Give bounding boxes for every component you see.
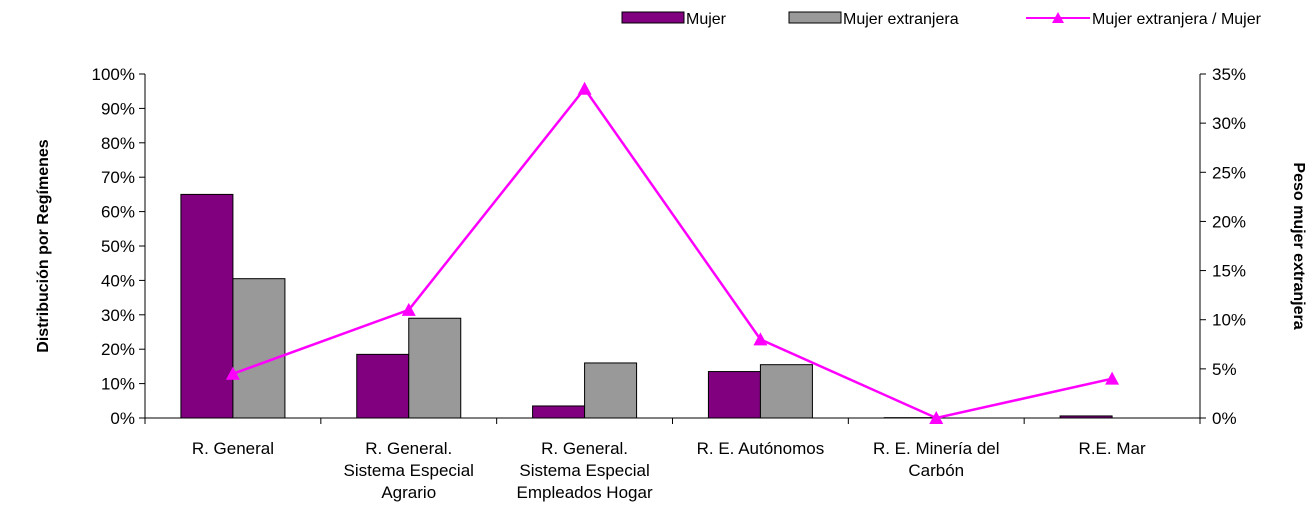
- line-point-triangle-1: [401, 302, 416, 316]
- x-category-label: R. E. Minería del Carbón: [873, 439, 1000, 480]
- x-category-label: R. E. Autónomos: [697, 439, 825, 458]
- y-tick-label-left: 70%: [101, 168, 135, 187]
- line-point-triangle-3: [753, 332, 768, 346]
- x-category-label: R. General. Sistema Especial Empleados Hog…: [517, 439, 653, 502]
- bar-mujer-3: [707, 371, 761, 419]
- y-tick-label-left: 100%: [92, 65, 135, 84]
- y-tick-label-left: 80%: [101, 134, 135, 153]
- x-category-label-line: Carbón: [908, 461, 964, 480]
- y-tick-label-left: 50%: [101, 237, 135, 256]
- axes: [139, 73, 1206, 424]
- y-tick-label-right: 35%: [1212, 65, 1246, 84]
- x-category-label-line: Sistema Especial: [344, 461, 474, 480]
- bar-mujer-1: [356, 353, 410, 419]
- x-category-label-line: R. General: [192, 439, 274, 458]
- x-category-label-line: R. General.: [541, 439, 628, 458]
- legend-label-ratio: Mujer extranjera / Mujer: [1092, 11, 1262, 28]
- legend-label-mujer: Mujer: [686, 11, 727, 28]
- line-point-triangle-2: [577, 81, 592, 95]
- bar-mujer-extranjera-0: [232, 278, 286, 419]
- y-tick-label-right: 25%: [1212, 163, 1246, 182]
- y-tick-label-left: 60%: [101, 203, 135, 222]
- x-category-label-line: Sistema Especial: [519, 461, 649, 480]
- x-category-label-line: Empleados Hogar: [517, 483, 653, 502]
- line-mujer-extranjera-ratio: [232, 86, 1113, 420]
- x-category-label-line: R.E. Mar: [1079, 439, 1146, 458]
- y-tick-label-left: 10%: [101, 375, 135, 394]
- y-tick-label-right: 10%: [1212, 311, 1246, 330]
- line-point-triangle-4: [929, 411, 944, 424]
- y-tick-label-left: 0%: [110, 409, 135, 428]
- x-category-label: R. General. Sistema Especial Agrario: [344, 439, 474, 502]
- legend-swatch-mujer-extranjera: [788, 11, 842, 24]
- y-tick-label-left: 40%: [101, 271, 135, 290]
- x-category-label-line: R. E. Minería del: [873, 439, 1000, 458]
- bar-mujer-extranjera-3: [759, 364, 813, 419]
- y-axis-title-right: Peso mujer extranjera: [1290, 162, 1307, 329]
- y-tick-label-left: 30%: [101, 306, 135, 325]
- y-axis-title-left: Distribución por Regímenes: [35, 139, 52, 352]
- line-point-triangle-5: [1105, 371, 1120, 385]
- legend-marker-triangle: [1052, 12, 1064, 23]
- line-series: [225, 81, 1120, 424]
- labels: 0% 10% 20% 30% 40% 50% 60% 70% 80% 90% 100% 0% 5% 10%…: [35, 65, 1307, 502]
- x-category-label: R.E. Mar: [1079, 439, 1146, 458]
- bar-mujer-0: [180, 193, 234, 419]
- bar-mujer-extranjera-2: [584, 362, 638, 419]
- bar-mujer-2: [532, 405, 586, 419]
- x-category-label: R. General: [192, 439, 274, 458]
- y-tick-label-right: 20%: [1212, 212, 1246, 231]
- bars: [180, 193, 1113, 419]
- y-tick-label-right: 5%: [1212, 360, 1237, 379]
- x-category-label-line: R. General.: [365, 439, 452, 458]
- y-tick-label-left: 20%: [101, 340, 135, 359]
- y-tick-label-right: 0%: [1212, 409, 1237, 428]
- legend: Mujer Mujer extranjera Mujer extranjera / …: [621, 11, 1262, 28]
- line-point-triangle-0: [225, 366, 240, 380]
- x-category-label-line: R. E. Autónomos: [697, 439, 825, 458]
- legend-swatch-mujer: [621, 11, 685, 24]
- x-category-label-line: Agrario: [381, 483, 436, 502]
- y-tick-label-left: 90%: [101, 99, 135, 118]
- y-tick-label-right: 15%: [1212, 262, 1246, 281]
- y-tick-label-right: 30%: [1212, 114, 1246, 133]
- bar-mujer-extranjera-1: [408, 317, 462, 419]
- legend-label-mujer-extranjera: Mujer extranjera: [843, 11, 959, 28]
